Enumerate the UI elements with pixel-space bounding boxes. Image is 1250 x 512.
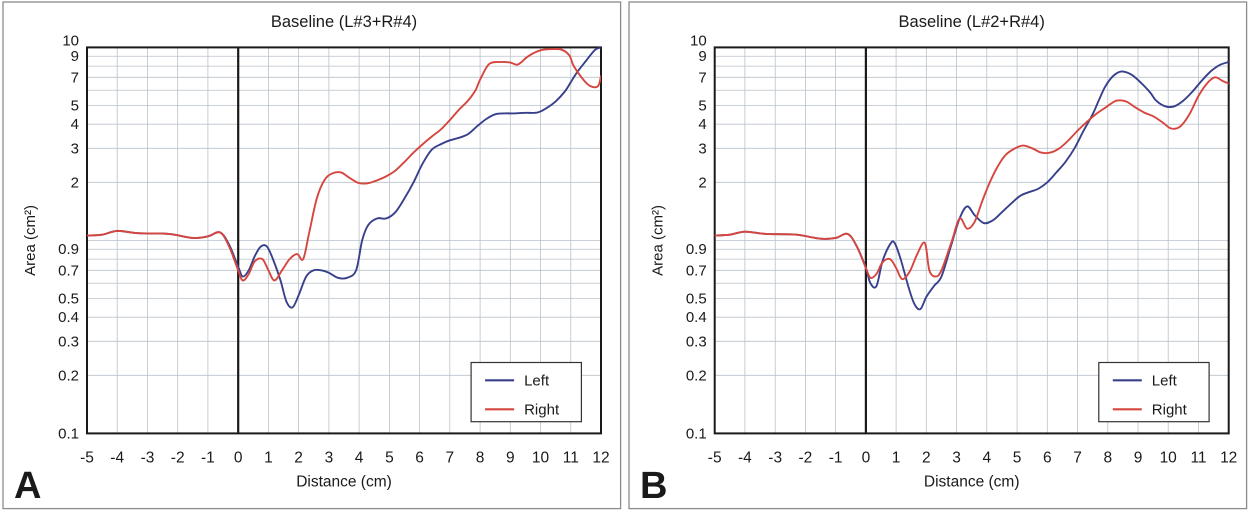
svg-text:0.4: 0.4	[58, 309, 79, 326]
svg-text:6: 6	[415, 449, 424, 466]
svg-text:-5: -5	[708, 449, 722, 466]
svg-text:0.3: 0.3	[58, 333, 79, 350]
svg-text:9: 9	[1134, 449, 1143, 466]
svg-text:10: 10	[690, 32, 707, 49]
svg-text:11: 11	[1190, 449, 1206, 466]
svg-text:A: A	[14, 465, 41, 507]
svg-text:9: 9	[71, 48, 79, 65]
svg-text:-3: -3	[768, 449, 782, 466]
svg-text:0.5: 0.5	[686, 291, 707, 308]
svg-text:0.7: 0.7	[58, 262, 79, 279]
svg-text:B: B	[640, 465, 667, 507]
svg-text:7: 7	[1073, 449, 1082, 466]
svg-text:12: 12	[592, 449, 609, 466]
svg-text:Area (cm²): Area (cm²)	[650, 205, 667, 276]
svg-text:Left: Left	[524, 372, 550, 389]
svg-text:4: 4	[982, 449, 991, 466]
svg-text:0.4: 0.4	[686, 309, 707, 326]
svg-text:-3: -3	[141, 449, 155, 466]
svg-text:0: 0	[862, 449, 871, 466]
svg-text:4: 4	[355, 449, 364, 466]
svg-text:Left: Left	[1152, 372, 1178, 389]
svg-text:0.1: 0.1	[686, 425, 707, 442]
svg-text:-2: -2	[171, 449, 185, 466]
svg-text:11: 11	[563, 449, 579, 466]
svg-text:10: 10	[62, 32, 79, 49]
svg-text:-1: -1	[201, 449, 215, 466]
svg-text:3: 3	[71, 140, 79, 157]
svg-text:0.2: 0.2	[686, 367, 707, 384]
svg-text:0.5: 0.5	[58, 291, 79, 308]
svg-text:0.9: 0.9	[58, 241, 79, 258]
svg-text:7: 7	[445, 449, 454, 466]
svg-text:-4: -4	[738, 449, 752, 466]
svg-text:Right: Right	[1152, 401, 1188, 418]
svg-text:-1: -1	[829, 449, 843, 466]
svg-text:7: 7	[71, 69, 79, 86]
svg-text:5: 5	[1013, 449, 1022, 466]
svg-text:2: 2	[698, 174, 706, 191]
svg-text:Distance (cm): Distance (cm)	[924, 473, 1020, 490]
svg-text:5: 5	[71, 98, 79, 115]
svg-text:2: 2	[71, 174, 79, 191]
svg-text:Distance (cm): Distance (cm)	[296, 473, 392, 490]
svg-text:12: 12	[1220, 449, 1237, 466]
svg-text:2: 2	[294, 449, 303, 466]
svg-text:Area (cm²): Area (cm²)	[22, 205, 39, 276]
svg-text:3: 3	[952, 449, 961, 466]
svg-text:Baseline (L#2+R#4): Baseline (L#2+R#4)	[899, 13, 1045, 31]
svg-text:7: 7	[698, 69, 706, 86]
svg-text:-5: -5	[80, 449, 94, 466]
svg-text:0.3: 0.3	[686, 333, 707, 350]
svg-text:10: 10	[1160, 449, 1178, 466]
svg-text:Baseline (L#3+R#4): Baseline (L#3+R#4)	[271, 13, 417, 31]
svg-text:10: 10	[532, 449, 550, 466]
svg-text:0.1: 0.1	[58, 425, 79, 442]
svg-text:4: 4	[698, 116, 706, 133]
svg-text:3: 3	[325, 449, 334, 466]
svg-text:8: 8	[476, 449, 485, 466]
svg-text:1: 1	[892, 449, 901, 466]
svg-text:2: 2	[922, 449, 931, 466]
svg-text:-2: -2	[799, 449, 813, 466]
svg-text:5: 5	[385, 449, 394, 466]
svg-text:1: 1	[264, 449, 273, 466]
svg-text:4: 4	[71, 116, 79, 133]
svg-text:-4: -4	[110, 449, 124, 466]
svg-text:9: 9	[506, 449, 515, 466]
svg-text:6: 6	[1043, 449, 1052, 466]
svg-text:0.2: 0.2	[58, 367, 79, 384]
svg-text:9: 9	[698, 48, 706, 65]
svg-text:0.9: 0.9	[686, 241, 707, 258]
svg-text:5: 5	[698, 98, 706, 115]
svg-text:8: 8	[1103, 449, 1112, 466]
svg-text:0.7: 0.7	[686, 262, 707, 279]
svg-text:0: 0	[234, 449, 243, 466]
svg-text:3: 3	[698, 140, 706, 157]
svg-text:Right: Right	[524, 401, 560, 418]
